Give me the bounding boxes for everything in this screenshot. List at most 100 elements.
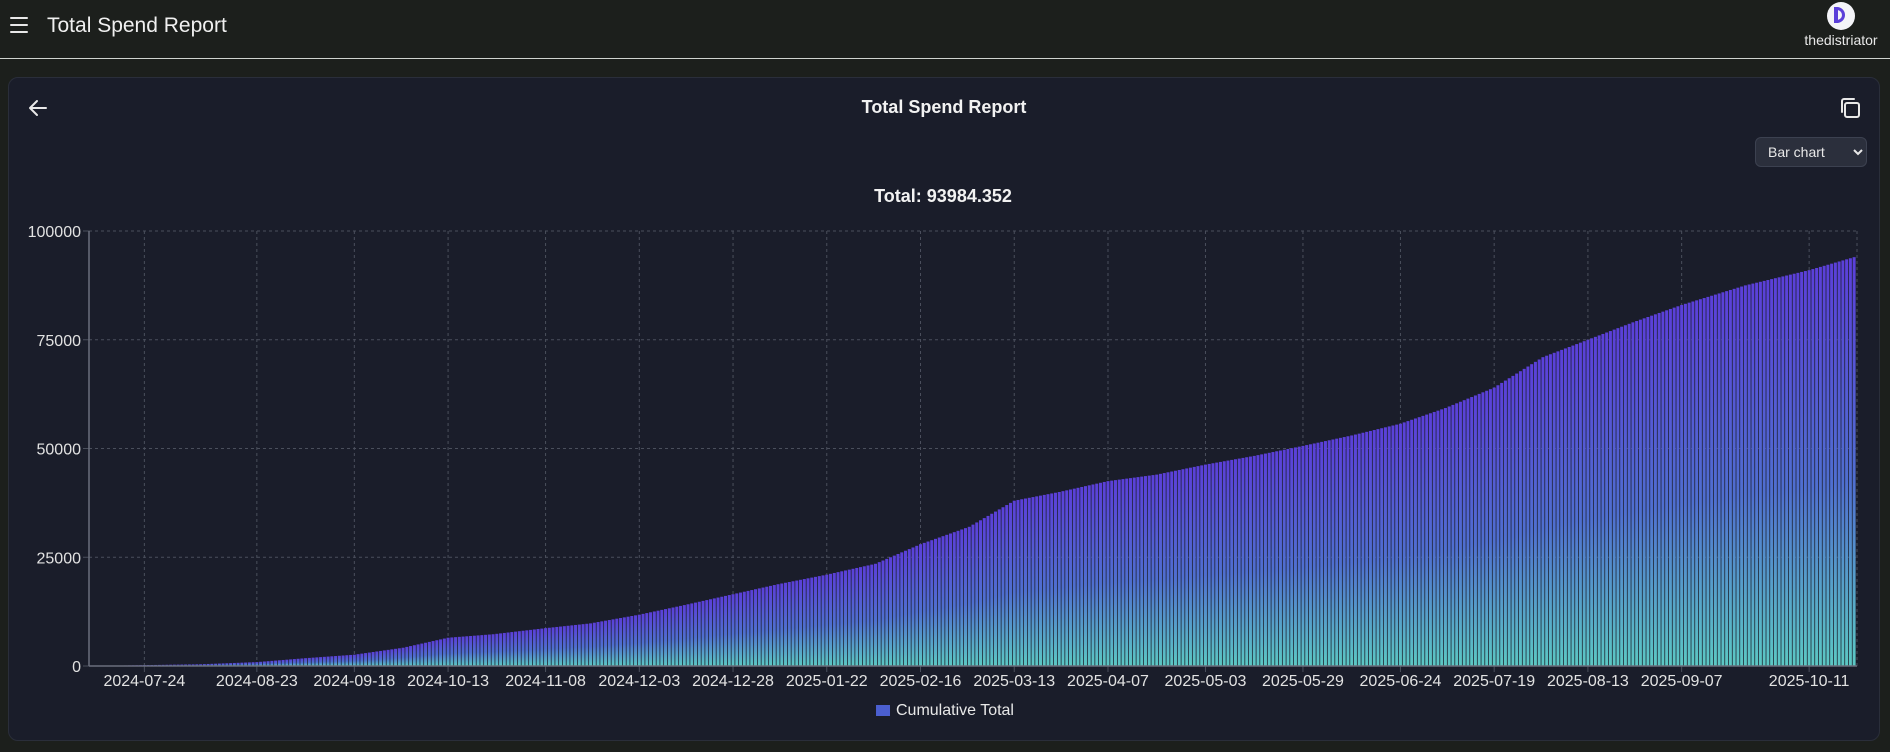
y-tick-label: 50000	[37, 442, 82, 459]
bar	[1143, 476, 1147, 666]
bar	[1503, 380, 1507, 666]
bar	[1702, 298, 1706, 666]
bar	[1140, 476, 1144, 666]
bar	[892, 555, 896, 666]
bar	[1308, 444, 1312, 666]
bar	[551, 627, 555, 666]
chart-legend[interactable]: Cumulative Total	[876, 702, 1014, 719]
bar	[1207, 463, 1211, 666]
bar	[1188, 467, 1192, 666]
bar	[1211, 463, 1215, 666]
bar	[364, 653, 368, 666]
bar	[1245, 457, 1249, 666]
bar	[570, 625, 574, 666]
chart-type-select[interactable]: Bar chart	[1755, 137, 1867, 167]
bar	[705, 600, 709, 666]
bar	[1413, 418, 1417, 666]
bar	[630, 616, 634, 666]
bar	[1410, 419, 1414, 666]
bar	[1046, 494, 1050, 666]
bar	[1113, 480, 1117, 666]
bar	[435, 640, 439, 666]
bar	[1038, 495, 1042, 666]
bar	[1792, 273, 1796, 666]
bar	[592, 622, 596, 666]
bar	[934, 538, 938, 666]
copy-icon[interactable]	[1837, 95, 1863, 121]
bar	[585, 623, 589, 666]
bar	[1533, 361, 1537, 666]
bar	[1830, 263, 1834, 666]
bar	[1526, 366, 1530, 666]
bar	[1800, 271, 1804, 666]
bar	[469, 635, 473, 666]
bar	[1061, 491, 1065, 666]
bar	[476, 635, 480, 666]
bar	[334, 656, 338, 666]
bar	[754, 589, 758, 666]
bar	[559, 626, 563, 666]
bar	[326, 656, 330, 666]
bar	[289, 659, 293, 666]
user-profile[interactable]: thedistriator	[1796, 2, 1886, 48]
y-axis: 0 25000 50000 75000 100000	[28, 224, 90, 676]
bar	[184, 664, 188, 666]
bar	[1391, 425, 1395, 666]
bar	[371, 652, 375, 666]
bar	[1338, 437, 1342, 666]
bar	[1781, 276, 1785, 666]
bar	[1282, 449, 1286, 666]
bar	[697, 601, 701, 666]
bar	[1597, 335, 1601, 666]
bar	[1721, 292, 1725, 666]
bar	[1102, 481, 1106, 666]
bar	[1076, 487, 1080, 666]
bar	[1593, 336, 1597, 666]
bar	[844, 570, 848, 666]
bar	[739, 592, 743, 666]
bar	[600, 621, 604, 666]
bar	[1305, 445, 1309, 666]
bar	[285, 659, 289, 666]
hamburger-menu-icon[interactable]	[10, 17, 28, 33]
bar	[709, 599, 713, 666]
bar	[1166, 472, 1170, 666]
bar	[1567, 347, 1571, 666]
bar	[1222, 461, 1226, 666]
bar	[1023, 498, 1027, 666]
bar	[1728, 289, 1732, 666]
bar	[1481, 392, 1485, 666]
bar	[547, 627, 551, 666]
bar	[776, 584, 780, 666]
bar	[1803, 271, 1807, 666]
bar	[367, 652, 371, 666]
bar	[772, 585, 776, 666]
bar	[1530, 364, 1534, 666]
bar	[529, 629, 533, 666]
bar	[1252, 455, 1256, 666]
bar	[1822, 265, 1826, 666]
bar	[982, 518, 986, 666]
bar	[259, 661, 263, 666]
bar	[266, 661, 270, 666]
bar	[217, 663, 221, 666]
bar	[836, 572, 840, 666]
bar	[431, 641, 435, 666]
bar	[956, 530, 960, 666]
bar	[889, 557, 893, 666]
bar	[1173, 470, 1177, 666]
bar	[1560, 349, 1564, 666]
bar	[330, 656, 334, 666]
bar	[1676, 306, 1680, 666]
bar	[1807, 270, 1811, 666]
bar	[382, 650, 386, 666]
bar	[765, 586, 769, 666]
bar	[1818, 266, 1822, 666]
bar	[1770, 279, 1774, 666]
username: thedistriator	[1804, 32, 1878, 48]
bar	[1443, 408, 1447, 666]
x-tick-label: 2025-01-22	[786, 673, 868, 690]
bar	[1293, 447, 1297, 666]
chart-bars	[94, 257, 1856, 666]
arrow-left-icon[interactable]	[25, 95, 51, 121]
